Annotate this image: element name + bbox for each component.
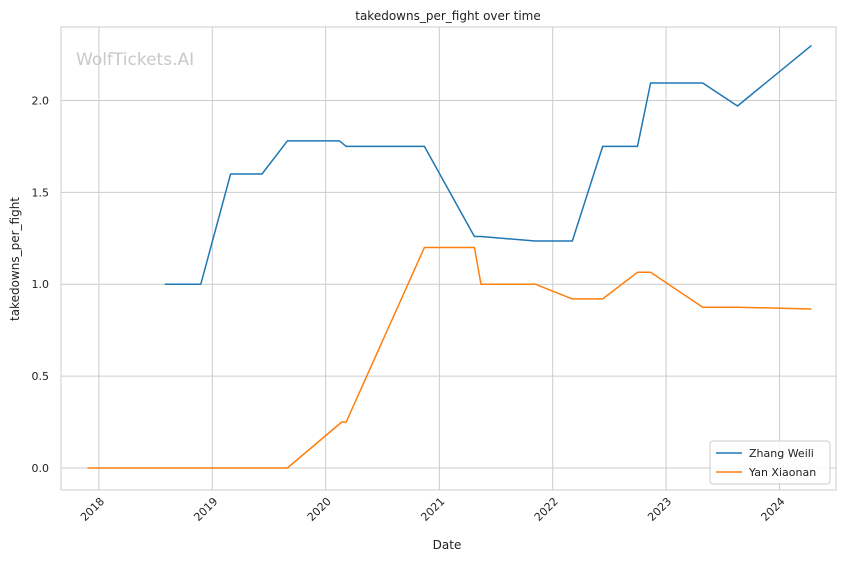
watermark: WolfTickets.AI [76,50,194,70]
legend-label-yan-xiaonan: Yan Xiaonan [748,466,816,479]
y-tick-label: 0.5 [32,370,50,383]
y-tick-label: 0.0 [32,462,50,475]
y-tick-label: 1.5 [32,186,50,199]
plot-area [61,27,836,490]
series-line-yan-xiaonan [87,246,812,469]
chart-title: takedowns_per_fight over time [355,9,541,23]
series-layer [87,44,812,469]
legend-label-zhang-weili: Zhang Weili [749,447,814,460]
y-axis-label: takedowns_per_fight [8,197,22,321]
legend-box [709,440,831,485]
plot-frame [60,26,837,491]
y-tick-labels: 0.0 0.5 1.0 1.5 2.0 [32,94,50,474]
y-tick-label: 1.0 [32,278,50,291]
series-line-zhang-weili [164,44,812,285]
x-axis-label: Date [433,538,462,552]
y-tick-label: 2.0 [32,94,50,107]
legend: Zhang Weili Yan Xiaonan [709,440,831,485]
